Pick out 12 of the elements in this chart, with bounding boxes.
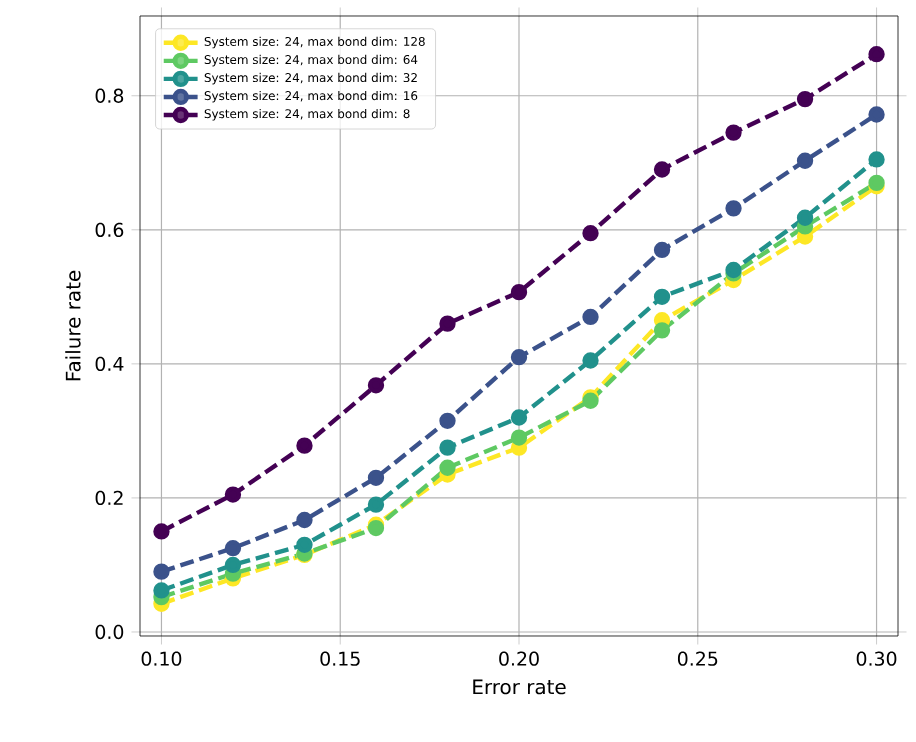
y-tick-label: 0.8 bbox=[95, 88, 124, 103]
x-tick-label: 0.30 bbox=[856, 651, 897, 666]
y-axis-title: Failure rate bbox=[65, 270, 81, 381]
y-tick-label: 0.4 bbox=[95, 356, 124, 372]
x-tick-label: 0.15 bbox=[320, 651, 360, 666]
x-tick-label: 0.20 bbox=[499, 651, 539, 666]
y-tick-label: 0.6 bbox=[95, 222, 124, 237]
y-tick-label: 0.2 bbox=[95, 490, 123, 506]
x-tick-label: 0.10 bbox=[141, 651, 182, 666]
x-tick-label: 0.25 bbox=[677, 651, 718, 666]
x-axis-title: Error rate bbox=[473, 679, 566, 695]
y-tick-label: 0.0 bbox=[95, 624, 124, 640]
